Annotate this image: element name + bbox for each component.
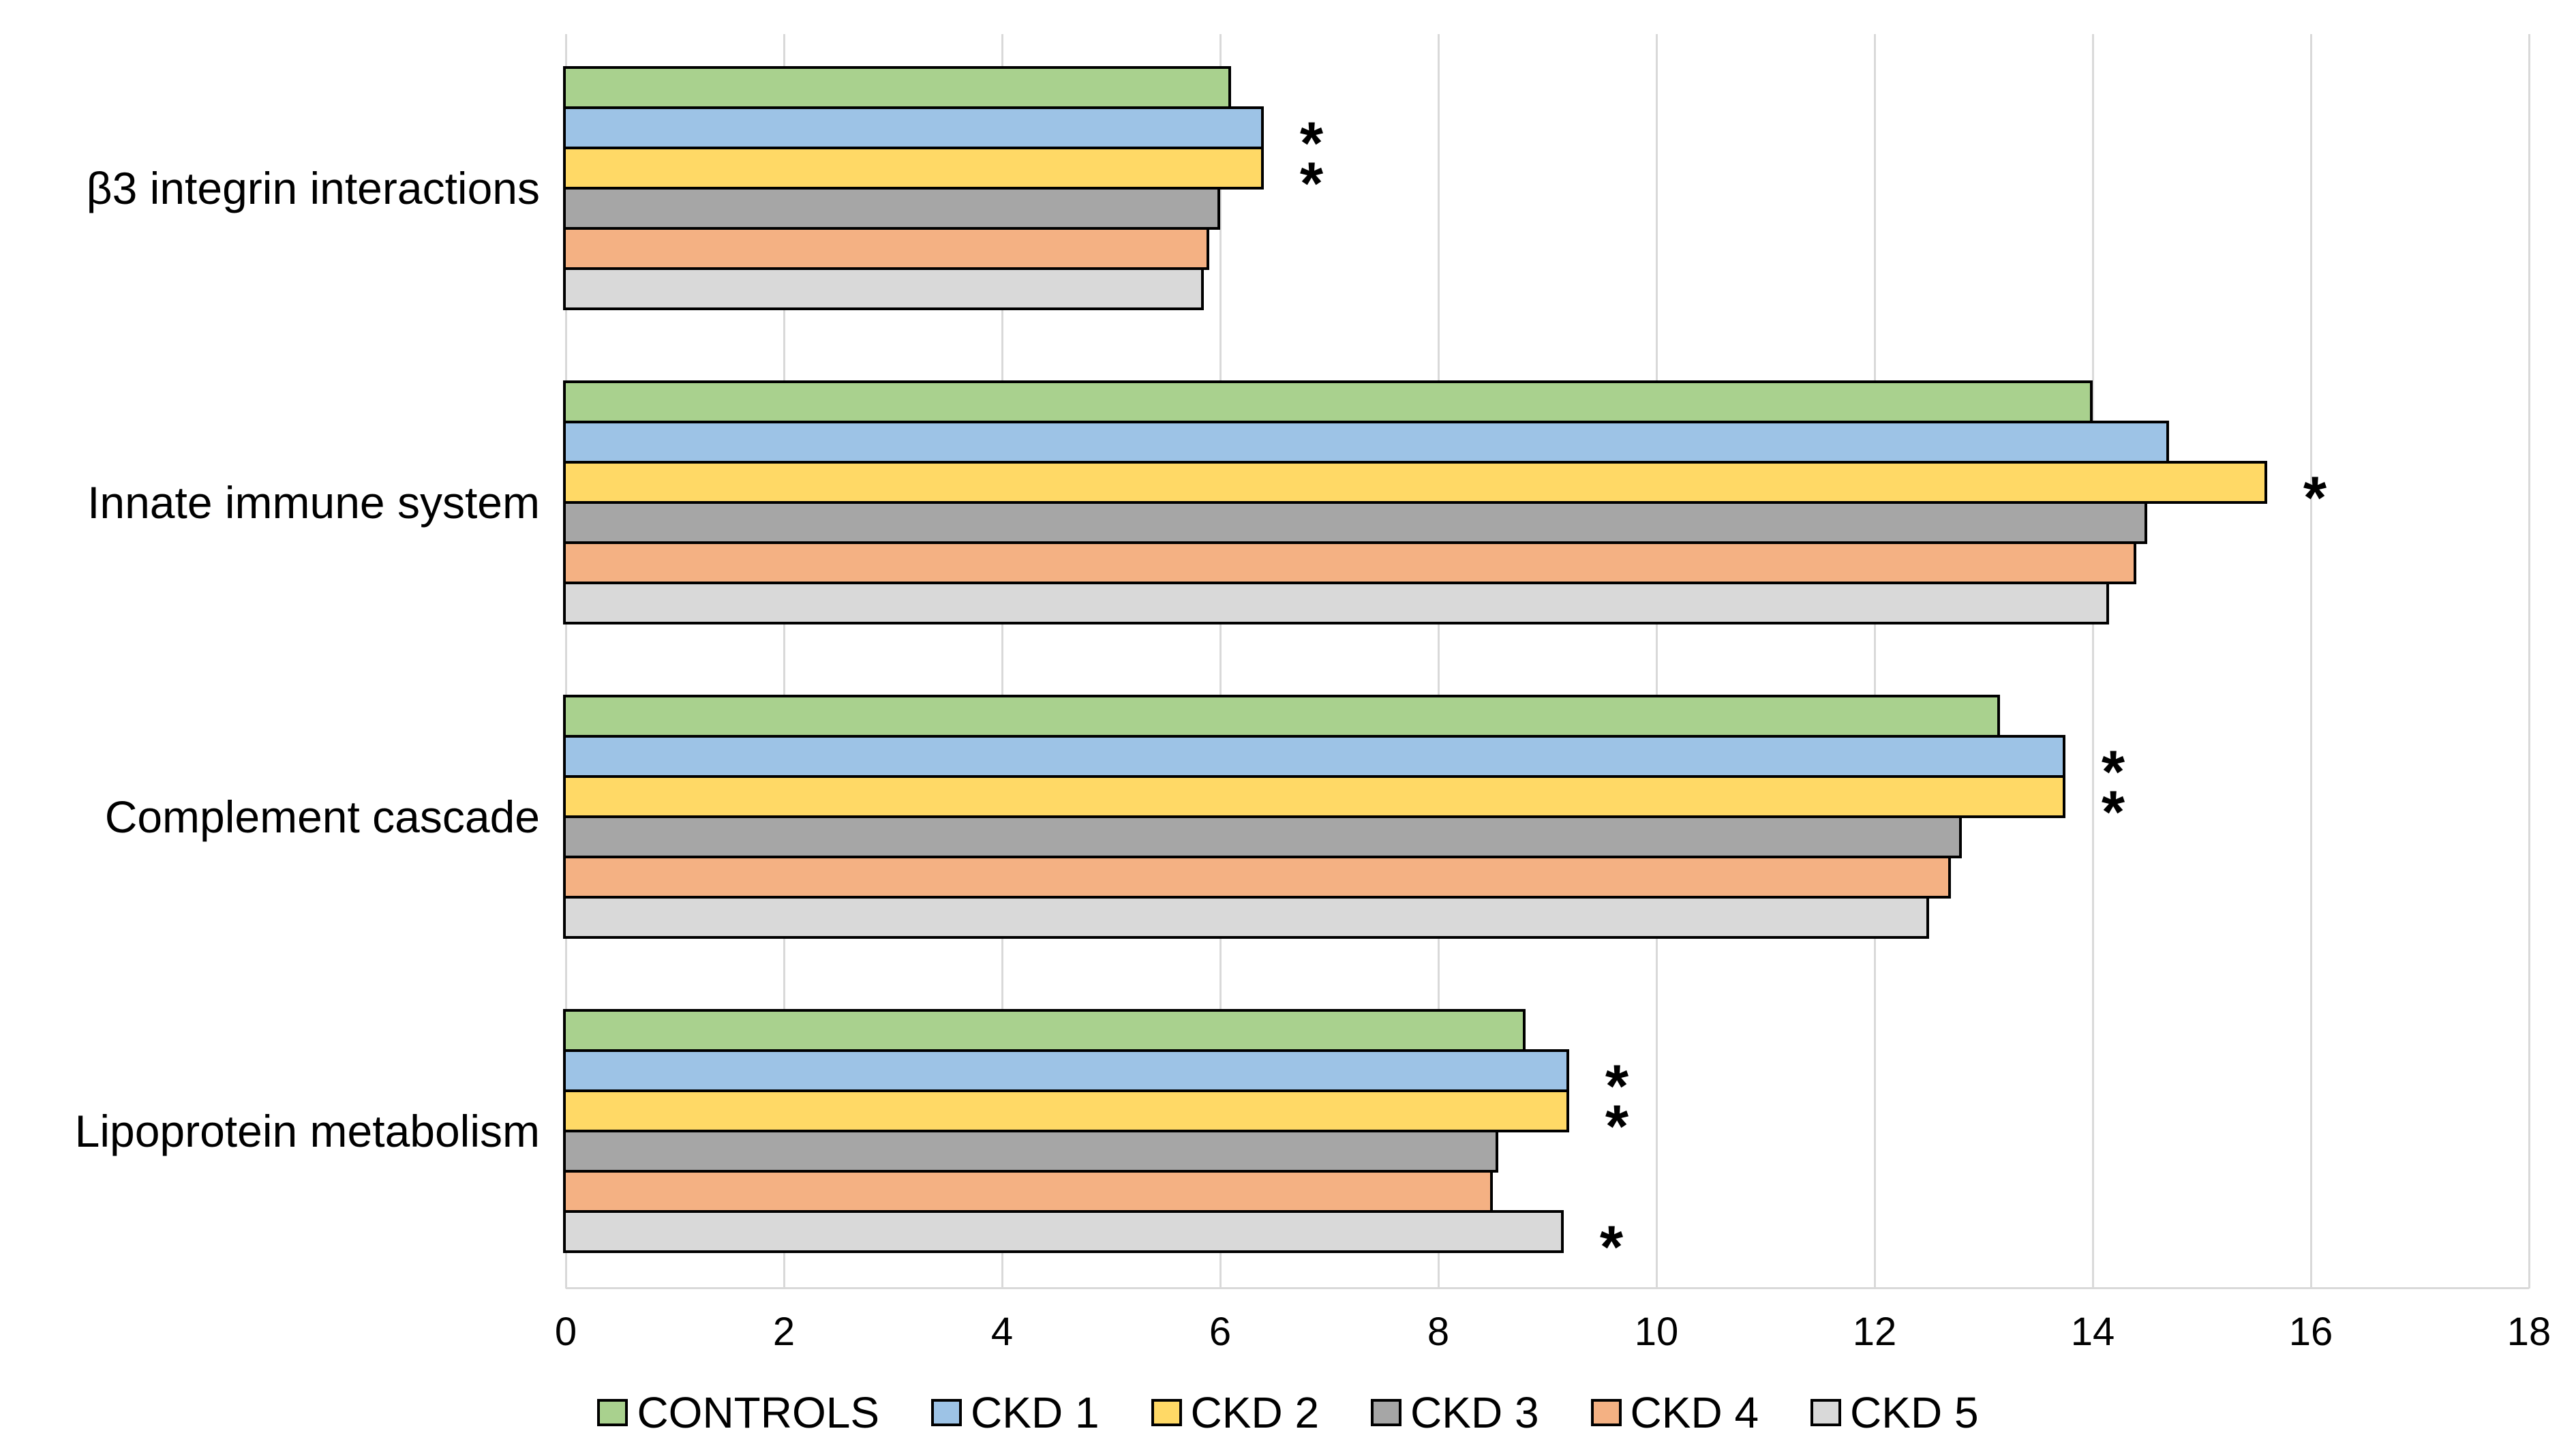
x-tick-label: 14 bbox=[2070, 1310, 2115, 1354]
asterisk-glyph: * bbox=[1605, 1051, 1629, 1119]
significance-asterisk: * bbox=[1279, 106, 1344, 177]
bar bbox=[563, 695, 2000, 738]
bar bbox=[563, 267, 1204, 310]
x-tick-label: 2 bbox=[772, 1310, 795, 1354]
bar bbox=[563, 735, 2065, 778]
x-tick-label: 6 bbox=[1209, 1310, 1232, 1354]
legend-swatch bbox=[597, 1399, 628, 1426]
legend-label: CKD 4 bbox=[1630, 1388, 1759, 1437]
legend-label: CKD 5 bbox=[1850, 1388, 1979, 1437]
bar bbox=[563, 1130, 1498, 1173]
bar bbox=[563, 1089, 1569, 1132]
x-axis-line bbox=[566, 1287, 2529, 1289]
bar bbox=[563, 1049, 1569, 1092]
legend-label: CONTROLS bbox=[637, 1388, 880, 1437]
legend-swatch bbox=[1590, 1399, 1622, 1426]
x-gridline bbox=[2092, 34, 2094, 1289]
bar bbox=[563, 380, 2093, 423]
bar bbox=[563, 1170, 1493, 1213]
bar bbox=[563, 1009, 1526, 1052]
category-label: β3 integrin interactions bbox=[86, 163, 540, 213]
legend-item: CONTROLS bbox=[597, 1388, 879, 1437]
significance-asterisk: * bbox=[2080, 735, 2146, 805]
x-gridline bbox=[1438, 34, 1440, 1289]
x-tick-label: 12 bbox=[1852, 1310, 1897, 1354]
legend-swatch bbox=[1371, 1399, 1402, 1426]
bar bbox=[563, 896, 1929, 939]
legend-swatch bbox=[1151, 1399, 1182, 1426]
significance-asterisk: * bbox=[1579, 1210, 1644, 1280]
bar bbox=[563, 147, 1264, 190]
legend-item: CKD 1 bbox=[931, 1388, 1100, 1437]
category-label: Complement cascade bbox=[104, 792, 540, 842]
asterisk-glyph: * bbox=[1299, 108, 1324, 177]
legend-swatch bbox=[931, 1399, 963, 1426]
x-gridline bbox=[1219, 34, 1222, 1289]
x-tick-label: 8 bbox=[1427, 1310, 1450, 1354]
bar bbox=[563, 421, 2169, 464]
asterisk-glyph: * bbox=[1605, 1091, 1629, 1160]
x-tick-label: 10 bbox=[1634, 1310, 1679, 1354]
x-gridline bbox=[783, 34, 785, 1289]
category-label: Innate immune system bbox=[87, 477, 540, 528]
x-tick-label: 0 bbox=[554, 1310, 577, 1354]
asterisk-glyph: * bbox=[2101, 737, 2125, 805]
asterisk-glyph: * bbox=[1599, 1212, 1624, 1280]
bar bbox=[563, 856, 1951, 899]
significance-asterisk: * bbox=[1584, 1049, 1650, 1119]
bar bbox=[563, 227, 1209, 270]
bar bbox=[563, 66, 1231, 109]
bar bbox=[563, 815, 1962, 858]
asterisk-glyph: * bbox=[2303, 463, 2327, 531]
asterisk-glyph: * bbox=[1299, 149, 1324, 217]
bar bbox=[563, 1210, 1564, 1253]
x-tick-label: 4 bbox=[990, 1310, 1014, 1354]
x-tick-label: 16 bbox=[2288, 1310, 2333, 1354]
legend-item: CKD 5 bbox=[1810, 1388, 1979, 1437]
legend-item: CKD 2 bbox=[1151, 1388, 1320, 1437]
bar bbox=[563, 106, 1264, 149]
legend-swatch bbox=[1810, 1399, 1842, 1426]
x-gridline bbox=[2310, 34, 2312, 1289]
bar bbox=[563, 187, 1220, 230]
x-tick-label: 18 bbox=[2506, 1310, 2551, 1354]
asterisk-glyph: * bbox=[2101, 777, 2125, 845]
x-gridline bbox=[1001, 34, 1003, 1289]
legend-label: CKD 2 bbox=[1190, 1388, 1320, 1437]
significance-asterisk: * bbox=[2080, 775, 2146, 845]
significance-asterisk: * bbox=[1279, 147, 1344, 217]
x-gridline bbox=[2528, 34, 2530, 1289]
x-gridline bbox=[1874, 34, 1876, 1289]
legend-label: CKD 3 bbox=[1410, 1388, 1539, 1437]
bar bbox=[563, 775, 2065, 818]
bar bbox=[563, 461, 2267, 504]
bar bbox=[563, 501, 2147, 544]
x-gridline bbox=[565, 34, 567, 1289]
category-label: Lipoprotein metabolism bbox=[74, 1106, 540, 1156]
legend: CONTROLS CKD 1 CKD 2 CKD 3 CKD 4 CKD 5 bbox=[0, 1388, 2576, 1437]
bar bbox=[563, 541, 2136, 584]
x-gridline bbox=[1656, 34, 1658, 1289]
legend-label: CKD 1 bbox=[971, 1388, 1100, 1437]
significance-asterisk: * bbox=[1584, 1089, 1650, 1160]
legend-item: CKD 4 bbox=[1590, 1388, 1759, 1437]
significance-asterisk: * bbox=[2282, 461, 2348, 531]
bar bbox=[563, 582, 2109, 624]
legend-item: CKD 3 bbox=[1371, 1388, 1539, 1437]
